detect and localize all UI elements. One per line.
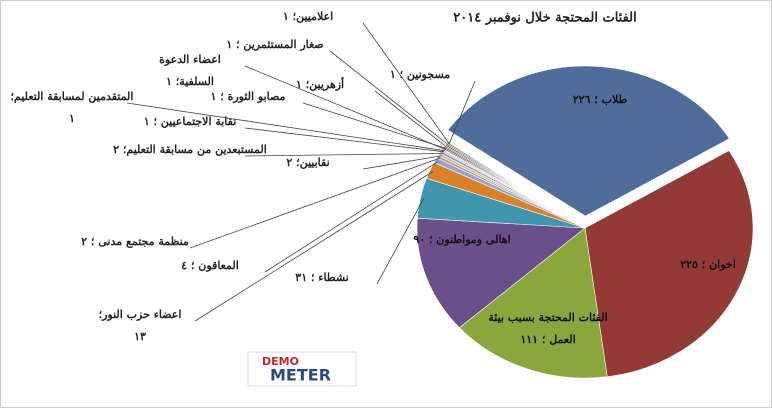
slice-label: مسجونين ؛ ١ bbox=[390, 68, 450, 81]
slice-label: اعضاء الدعوة السلفية؛ ١ bbox=[159, 53, 221, 88]
slice-label: منظمة مجتمع مدنى ؛ ٢ bbox=[81, 235, 189, 248]
leader-line bbox=[374, 90, 448, 148]
leader-line bbox=[302, 102, 447, 149]
slice-label: مصابو الثورة ؛ ١ bbox=[211, 90, 286, 103]
slice-label: نقابيين؛ ٢ bbox=[286, 156, 329, 169]
slice-label: الفئات المحتجة بسبب بيئة العمل ؛ ١١١ bbox=[488, 311, 607, 346]
slice-label: المستبعدين من مسابقة التعليم؛ ٢ bbox=[113, 143, 267, 156]
leader-line bbox=[244, 127, 445, 153]
logo: DEMO METER bbox=[247, 351, 357, 387]
pie-slice bbox=[458, 227, 608, 379]
leader-line bbox=[362, 22, 451, 145]
slice-label: طلاب ؛ ٢٢٦ bbox=[573, 93, 628, 106]
slice-label: المعاقون ؛ ٤ bbox=[181, 259, 239, 272]
pie-slice bbox=[416, 217, 586, 329]
pie-slice bbox=[584, 150, 754, 378]
leader-line bbox=[264, 161, 439, 273]
slice-label: أزهريين؛ ١ bbox=[296, 77, 344, 91]
leader-line bbox=[189, 157, 441, 249]
slice-label: اعلاميين؛ ١ bbox=[283, 10, 333, 23]
pie-slice bbox=[447, 65, 730, 217]
pie-slice bbox=[446, 141, 586, 229]
leader-line bbox=[376, 198, 425, 285]
chart-title: الفئات المحتجة خلال نوفمبر ٢٠١٤ bbox=[453, 11, 636, 26]
slice-label: اعضاء حزب النور؛ ١٣ bbox=[99, 308, 182, 343]
leader-line bbox=[329, 50, 450, 146]
logo-box bbox=[247, 351, 357, 387]
slice-label: اهالى ومواطنون ؛ ٩٠ bbox=[413, 233, 510, 246]
slice-label: نشطاء ؛ ٣١ bbox=[295, 271, 348, 284]
leader-line bbox=[244, 153, 444, 157]
slice-label: صغار المستثمرين ؛ ١ bbox=[226, 38, 323, 51]
leader-line bbox=[244, 65, 446, 150]
leader-line bbox=[194, 171, 434, 322]
slice-label: المتقدمين لمسابقة التعليم؛ ١ bbox=[11, 90, 134, 125]
logo-top: DEMO bbox=[262, 355, 299, 368]
slice-label: نقابة الاجتماعيين ؛ ١ bbox=[144, 115, 237, 128]
slice-label: اخوان ؛ ٢٢٥ bbox=[680, 258, 736, 271]
logo-bottom: METER bbox=[270, 366, 331, 385]
leader-line bbox=[362, 155, 442, 170]
leader-line bbox=[447, 80, 476, 147]
leader-line bbox=[126, 102, 446, 152]
